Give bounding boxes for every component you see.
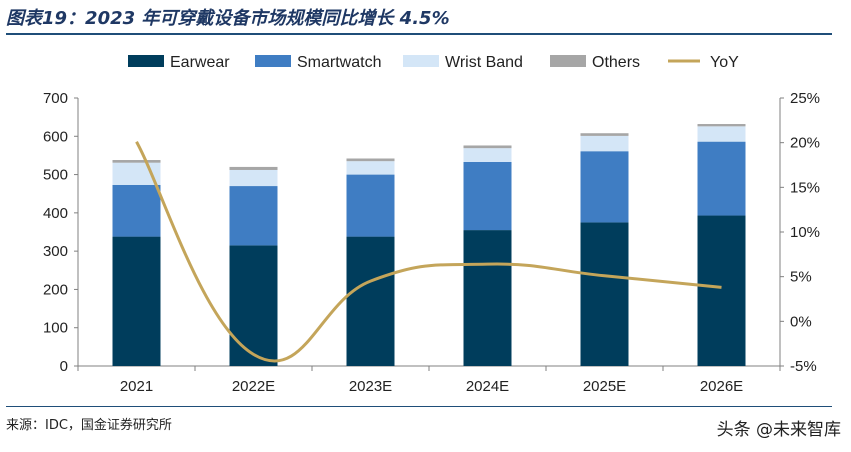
legend-swatch-others: [550, 55, 586, 67]
bar-earwear: [580, 222, 629, 366]
bar-smartwatch: [580, 151, 629, 223]
x-tick-label: 2021: [120, 378, 153, 395]
bar-wrist-band: [580, 135, 629, 152]
y-tick-label: 200: [43, 281, 68, 298]
bar-wrist-band: [346, 161, 395, 175]
chart-title: 图表19：2023 年可穿戴设备市场规模同比增长 4.5%: [6, 8, 450, 29]
bar-smartwatch: [697, 141, 746, 216]
bar-wrist-band: [229, 169, 278, 187]
watermark: 头条 @未来智库: [717, 415, 841, 440]
y2-tick-label: 0%: [790, 313, 812, 330]
bar-others: [580, 133, 629, 136]
watermark-text: 头条 @未来智库: [716, 420, 841, 440]
yoy-line: [135, 141, 722, 363]
y2-tick-label: 5%: [790, 269, 812, 286]
bar-earwear: [229, 245, 278, 366]
bar-others: [229, 166, 278, 170]
source-rule: [6, 406, 832, 407]
y-tick-label: 100: [43, 320, 68, 337]
title-rule: [6, 33, 832, 35]
bar-others: [112, 160, 161, 163]
source-note: 来源：IDC，国金证券研究所: [6, 418, 172, 433]
legend-label: Earwear: [170, 54, 230, 71]
bar-earwear: [463, 230, 512, 366]
y2-tick-label: 15%: [790, 179, 820, 196]
y-tick-label: 700: [43, 90, 68, 107]
legend-swatch-earwear: [128, 55, 164, 67]
y2-tick-label: 10%: [790, 224, 820, 241]
bar-smartwatch: [346, 174, 395, 237]
bar-smartwatch: [463, 161, 512, 231]
y-tick-label: 500: [43, 167, 68, 184]
y2-tick-label: -5%: [790, 358, 817, 375]
legend-swatch-smartwatch: [255, 55, 291, 67]
bar-earwear: [112, 236, 161, 366]
legend-label: YoY: [710, 54, 739, 71]
y-tick-label: 0: [60, 358, 68, 375]
bars: [112, 124, 746, 366]
bar-smartwatch: [229, 186, 278, 246]
bar-others: [697, 124, 746, 127]
bar-wrist-band: [697, 126, 746, 142]
legend-label: Wrist Band: [445, 54, 523, 71]
bar-others: [463, 145, 512, 149]
axes: 0 100 200 300 400 500 600 700 -5% 0% 5% 10% 15% 20% 25…: [43, 90, 820, 395]
bar-earwear: [346, 236, 395, 366]
bar-others: [346, 158, 395, 162]
y2-tick-label: 25%: [790, 90, 820, 107]
legend: Earwear Smartwatch Wrist Band Others YoY: [128, 54, 739, 71]
bar-smartwatch: [112, 184, 161, 237]
x-tick-label: 2022E: [232, 378, 275, 395]
legend-swatch-wrist-band: [403, 55, 439, 67]
bar-wrist-band: [463, 148, 512, 162]
x-tick-label: 2026E: [700, 378, 743, 395]
yoy-line-path: [135, 141, 722, 363]
x-tick-label: 2024E: [466, 378, 509, 395]
y-tick-label: 300: [43, 243, 68, 260]
x-tick-label: 2025E: [583, 378, 626, 395]
legend-label: Smartwatch: [297, 54, 381, 71]
legend-label: Others: [592, 54, 640, 71]
bar-earwear: [697, 215, 746, 366]
x-tick-label: 2023E: [349, 378, 392, 395]
y-tick-label: 400: [43, 205, 68, 222]
y2-tick-label: 20%: [790, 135, 820, 152]
y-tick-label: 600: [43, 128, 68, 145]
